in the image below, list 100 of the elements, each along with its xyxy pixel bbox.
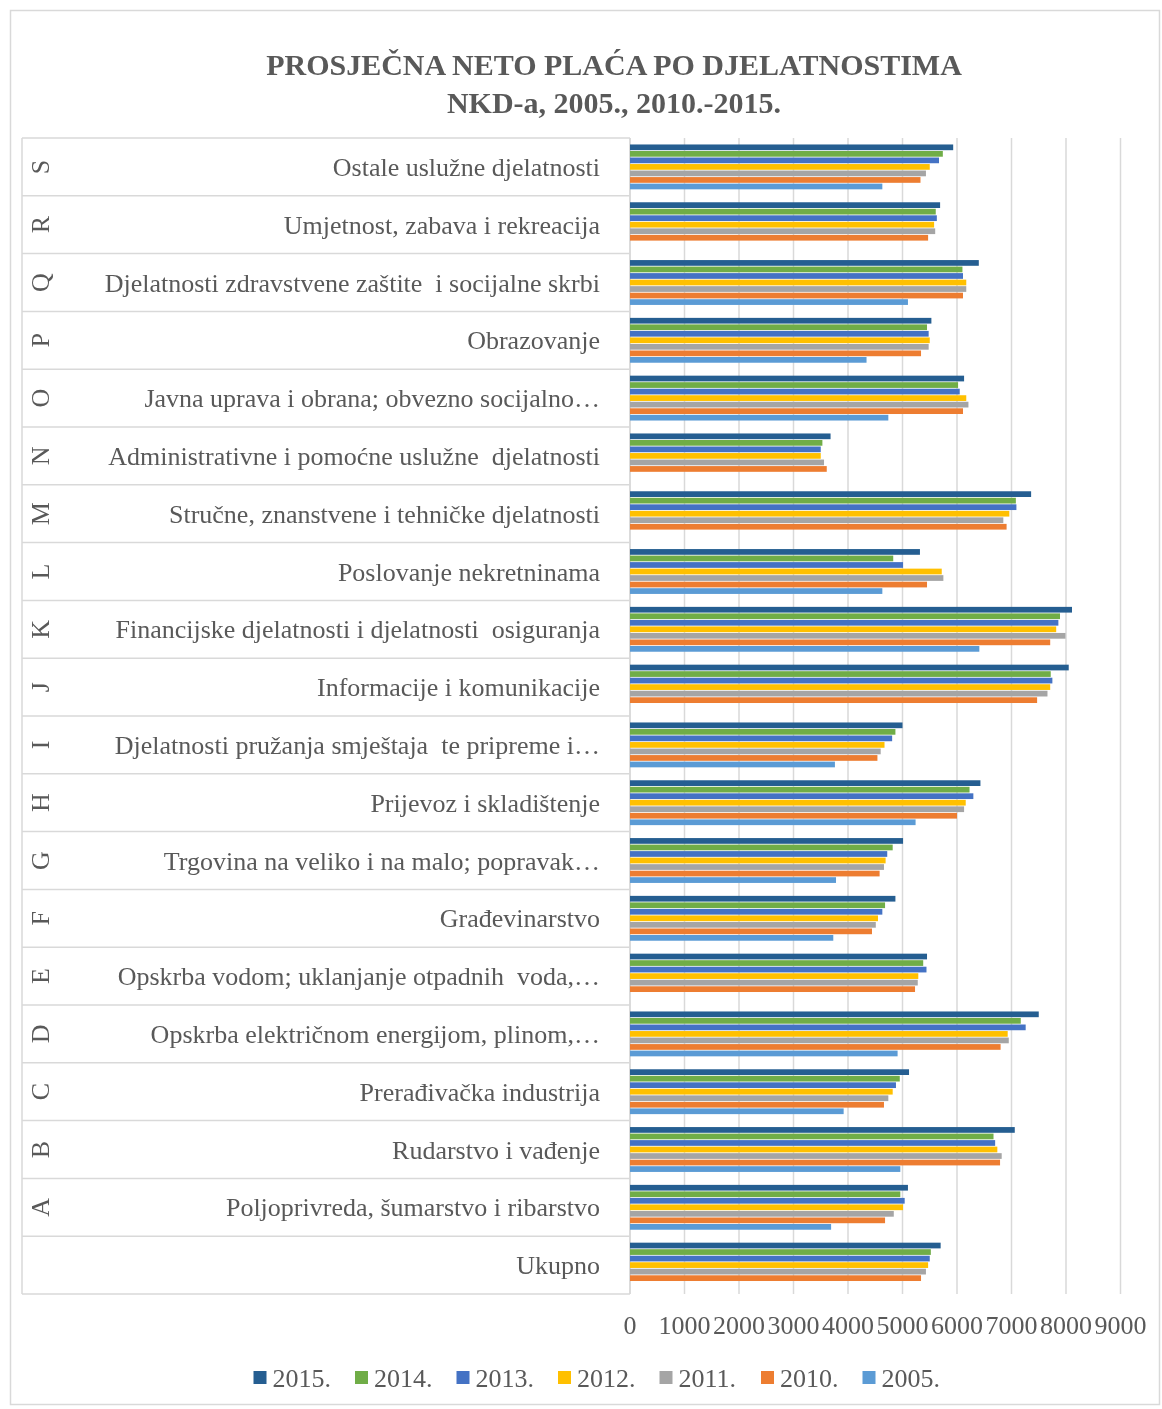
y-tick-label: Opskrba električnom energijom, plinom,… — [150, 1020, 600, 1049]
bar — [630, 646, 980, 652]
bar — [630, 337, 930, 344]
x-tick-label: 7000 — [985, 1311, 1038, 1341]
bar — [630, 343, 929, 350]
bar — [630, 786, 970, 793]
bar — [630, 812, 957, 819]
bar — [630, 915, 878, 922]
bar — [630, 1101, 884, 1108]
text: S — [26, 159, 56, 175]
y-tick-label: Prerađivačka industrija — [359, 1077, 601, 1107]
bar — [630, 350, 922, 357]
bar — [630, 928, 872, 935]
bar — [630, 504, 1017, 511]
legend-label: 2010. — [780, 1364, 839, 1394]
y-tick-label: Ostale uslužne djelatnosti — [332, 153, 600, 182]
text: K — [26, 619, 56, 639]
y-tick-label: Informacije i komunikacije — [316, 673, 600, 703]
bar — [630, 177, 921, 183]
text: H — [26, 793, 56, 813]
bar — [630, 613, 1061, 620]
bar — [630, 382, 959, 388]
bar — [630, 395, 967, 401]
bar — [630, 208, 936, 215]
bar — [630, 626, 1057, 633]
text: N — [26, 446, 56, 466]
bar — [630, 639, 1051, 646]
bar — [630, 973, 919, 979]
bar — [630, 1140, 996, 1146]
y-tick-label: Financijske djelatnosti i djelatnosti osiguranja — [115, 615, 601, 645]
text: D — [26, 1024, 56, 1044]
y-tick-label: Poljoprivreda, šumarstvo i ribarstvo — [225, 1193, 600, 1223]
bar — [630, 414, 889, 421]
text: A — [26, 1197, 56, 1217]
text: R — [26, 215, 56, 234]
bar — [630, 742, 885, 748]
bar — [630, 960, 924, 966]
chart-title: PROSJEČNA NETO PLAĆA PO DJELATNOSTIMA NKD-a, 2005., 2010.-2015. — [266, 48, 963, 119]
bar — [630, 895, 896, 902]
y-tick-label: Umjetnost, zabava i rekreacija — [283, 210, 601, 240]
y-tick-label: Rudarstvo i vađenje — [392, 1135, 600, 1165]
bar — [630, 864, 884, 870]
bar — [630, 228, 936, 235]
x-tick-label: 2000 — [713, 1311, 765, 1341]
text: G — [26, 851, 56, 870]
bar — [630, 935, 834, 941]
bar — [630, 1075, 900, 1082]
y-tick-label: Trgovina na veliko i na malo; popravak… — [163, 846, 600, 876]
x-tick-label: 6000 — [931, 1311, 983, 1341]
bar — [630, 575, 944, 581]
bar — [630, 317, 932, 324]
y-tick-label: Građevinarstvo — [439, 904, 600, 934]
bar — [630, 1249, 931, 1255]
legend-label: 2011. — [678, 1364, 737, 1394]
text: Q — [26, 272, 56, 292]
bar — [630, 1191, 901, 1198]
bar — [630, 497, 1016, 504]
bar — [630, 439, 823, 446]
legend-label: 2015. — [272, 1364, 331, 1394]
bar — [630, 1088, 893, 1095]
bar — [630, 1184, 908, 1191]
bar — [630, 1197, 905, 1204]
bar — [630, 1011, 1039, 1018]
bar — [630, 671, 1051, 677]
bar — [630, 215, 937, 222]
legend-label: 2005. — [881, 1364, 940, 1394]
text: P — [26, 333, 56, 348]
bar — [630, 453, 821, 459]
bar — [630, 1217, 886, 1224]
bar — [630, 799, 966, 806]
legend-label: 2012. — [577, 1364, 636, 1394]
bar — [630, 1153, 1002, 1159]
bar — [630, 260, 979, 266]
bar — [630, 1095, 889, 1102]
text: J — [26, 682, 56, 693]
bar — [630, 1017, 1021, 1024]
bar — [630, 1262, 929, 1268]
x-tick-label: 5000 — [876, 1311, 929, 1341]
bar — [630, 838, 904, 844]
bar — [630, 510, 1010, 517]
bar — [630, 491, 1032, 497]
bar — [630, 684, 1051, 690]
bar — [630, 806, 965, 813]
text: I — [26, 740, 56, 750]
bar — [630, 588, 883, 594]
y-tick-label: Obrazovanje — [467, 326, 600, 356]
bar — [630, 324, 928, 331]
y-tick-label: Ukupno — [516, 1251, 600, 1281]
bar — [630, 1069, 910, 1075]
bar — [630, 1082, 896, 1089]
bar — [630, 908, 883, 915]
x-tick-label: 9000 — [1094, 1311, 1147, 1341]
bar — [630, 1224, 832, 1230]
bar — [630, 1204, 904, 1211]
bar — [630, 523, 1007, 530]
bar — [630, 164, 930, 170]
bar — [630, 330, 929, 337]
bar — [630, 728, 896, 735]
text: C — [26, 1083, 56, 1101]
y-tick-label: Prijevoz i skladištenje — [370, 788, 600, 818]
